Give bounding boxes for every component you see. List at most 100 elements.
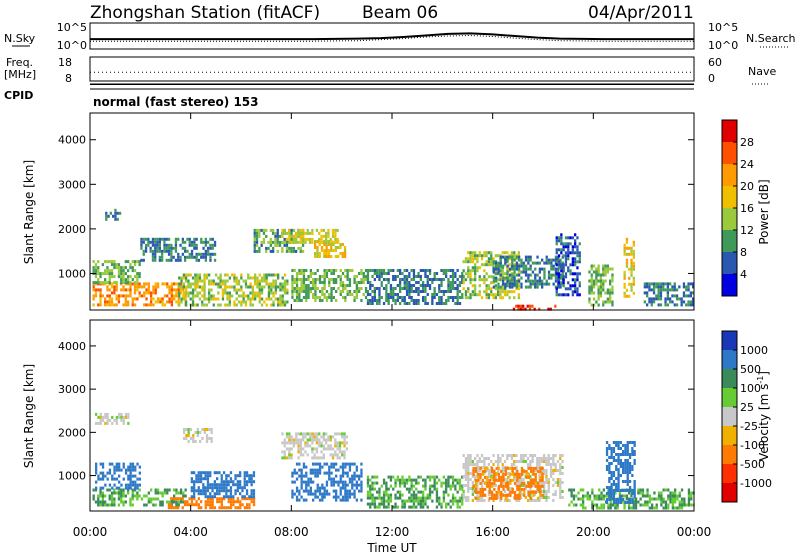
heatmap-cell <box>307 296 310 299</box>
heatmap-cell <box>299 249 302 253</box>
heatmap-cell <box>305 471 308 475</box>
heatmap-cell <box>487 284 491 288</box>
heatmap-cell <box>547 261 551 265</box>
heatmap-cell <box>330 477 333 481</box>
heatmap-cell <box>298 498 301 502</box>
heatmap-cell <box>534 478 537 482</box>
heatmap-cell <box>630 494 633 498</box>
heatmap-cell <box>348 269 352 272</box>
heatmap-cell <box>293 269 296 272</box>
heatmap-cell <box>270 303 273 307</box>
heatmap-cell <box>440 281 443 284</box>
heatmap-cell <box>279 300 282 304</box>
heatmap-cell <box>105 211 108 215</box>
time-tick-label: 00:00 <box>73 525 108 539</box>
heatmap-cell <box>523 493 526 497</box>
heatmap-cell <box>667 488 670 492</box>
heatmap-cell <box>520 487 524 491</box>
heatmap-cell <box>195 474 198 478</box>
heatmap-cell <box>129 468 132 472</box>
heatmap-cell <box>599 279 603 283</box>
heatmap-cell <box>156 246 159 250</box>
heatmap-cell <box>255 234 259 238</box>
heatmap-cell <box>449 484 452 488</box>
heatmap-cell <box>552 493 555 496</box>
heatmap-cell <box>426 475 429 479</box>
heatmap-cell <box>385 505 388 509</box>
heatmap-cell <box>108 297 111 301</box>
heatmap-cell <box>151 255 155 259</box>
heatmap-cell <box>150 497 153 501</box>
heatmap-cell <box>467 466 470 469</box>
heatmap-cell <box>520 475 523 478</box>
heatmap-cell <box>467 484 470 487</box>
heatmap-cell <box>685 288 688 292</box>
heatmap-cell <box>124 486 128 490</box>
heatmap-cell <box>623 243 626 247</box>
heatmap-blob <box>281 432 348 460</box>
heatmap-cell <box>140 243 143 247</box>
heatmap-cell <box>559 469 562 472</box>
heatmap-cell <box>461 502 464 506</box>
heatmap-cell <box>648 288 651 292</box>
heatmap-cell <box>120 488 123 492</box>
heatmap-cell <box>351 293 354 296</box>
heatmap-cell <box>592 264 596 268</box>
heatmap-cell <box>300 483 303 487</box>
heatmap-cell <box>272 240 275 244</box>
heatmap-cell <box>623 270 626 274</box>
heatmap-cell <box>500 496 503 500</box>
heatmap-cell <box>150 488 153 492</box>
heatmap-cell <box>479 475 482 479</box>
heatmap-cell <box>262 231 266 235</box>
heatmap-cell <box>213 492 216 496</box>
heatmap-cell <box>555 239 558 243</box>
heatmap-cell <box>263 273 266 277</box>
heatmap-cell <box>237 300 241 304</box>
heatmap-cell <box>136 260 139 264</box>
heatmap-cell <box>373 502 376 506</box>
heatmap-cell <box>506 457 509 460</box>
heatmap-cell <box>539 490 542 494</box>
heatmap-cell <box>617 477 620 480</box>
heatmap-cell <box>245 492 249 496</box>
heatmap-cell <box>318 237 321 241</box>
heatmap-cell <box>307 492 310 496</box>
heatmap-cell <box>315 447 319 451</box>
heatmap-cell <box>569 284 572 288</box>
heatmap-cell <box>582 500 585 504</box>
heatmap-cell <box>283 279 287 283</box>
heatmap-cell <box>295 293 299 296</box>
heatmap-cell <box>283 453 286 457</box>
heatmap-cell <box>412 299 416 302</box>
heatmap-cell <box>431 484 434 488</box>
heatmap-cell <box>312 287 315 290</box>
heatmap-cell <box>129 500 132 504</box>
heatmap-cell <box>543 457 546 460</box>
heatmap-cell <box>408 302 411 305</box>
heatmap-cell <box>92 285 95 289</box>
heatmap-cell <box>99 297 102 301</box>
heatmap-cell <box>525 484 528 488</box>
heatmap-cell <box>188 503 191 507</box>
heatmap-cell <box>619 498 622 501</box>
heatmap-cell <box>555 272 558 276</box>
heatmap-cell <box>487 463 491 466</box>
heatmap-cell <box>187 294 190 298</box>
heatmap-cell <box>297 444 300 448</box>
heatmap-cell <box>281 276 284 280</box>
heatmap-cell <box>108 488 111 492</box>
heatmap-cell <box>143 503 146 507</box>
heatmap-cell <box>127 300 130 304</box>
heatmap-cell <box>392 299 395 302</box>
heatmap-cell <box>346 495 349 499</box>
heatmap-cell <box>401 475 404 479</box>
heatmap-cell <box>602 303 605 307</box>
heatmap-cell <box>509 478 512 482</box>
heatmap-cell <box>513 463 516 466</box>
heatmap-cell <box>177 506 180 510</box>
heatmap-cell <box>206 477 210 481</box>
heatmap-cell <box>492 281 495 285</box>
heatmap-cell <box>129 288 132 292</box>
heatmap-cell <box>321 287 324 290</box>
